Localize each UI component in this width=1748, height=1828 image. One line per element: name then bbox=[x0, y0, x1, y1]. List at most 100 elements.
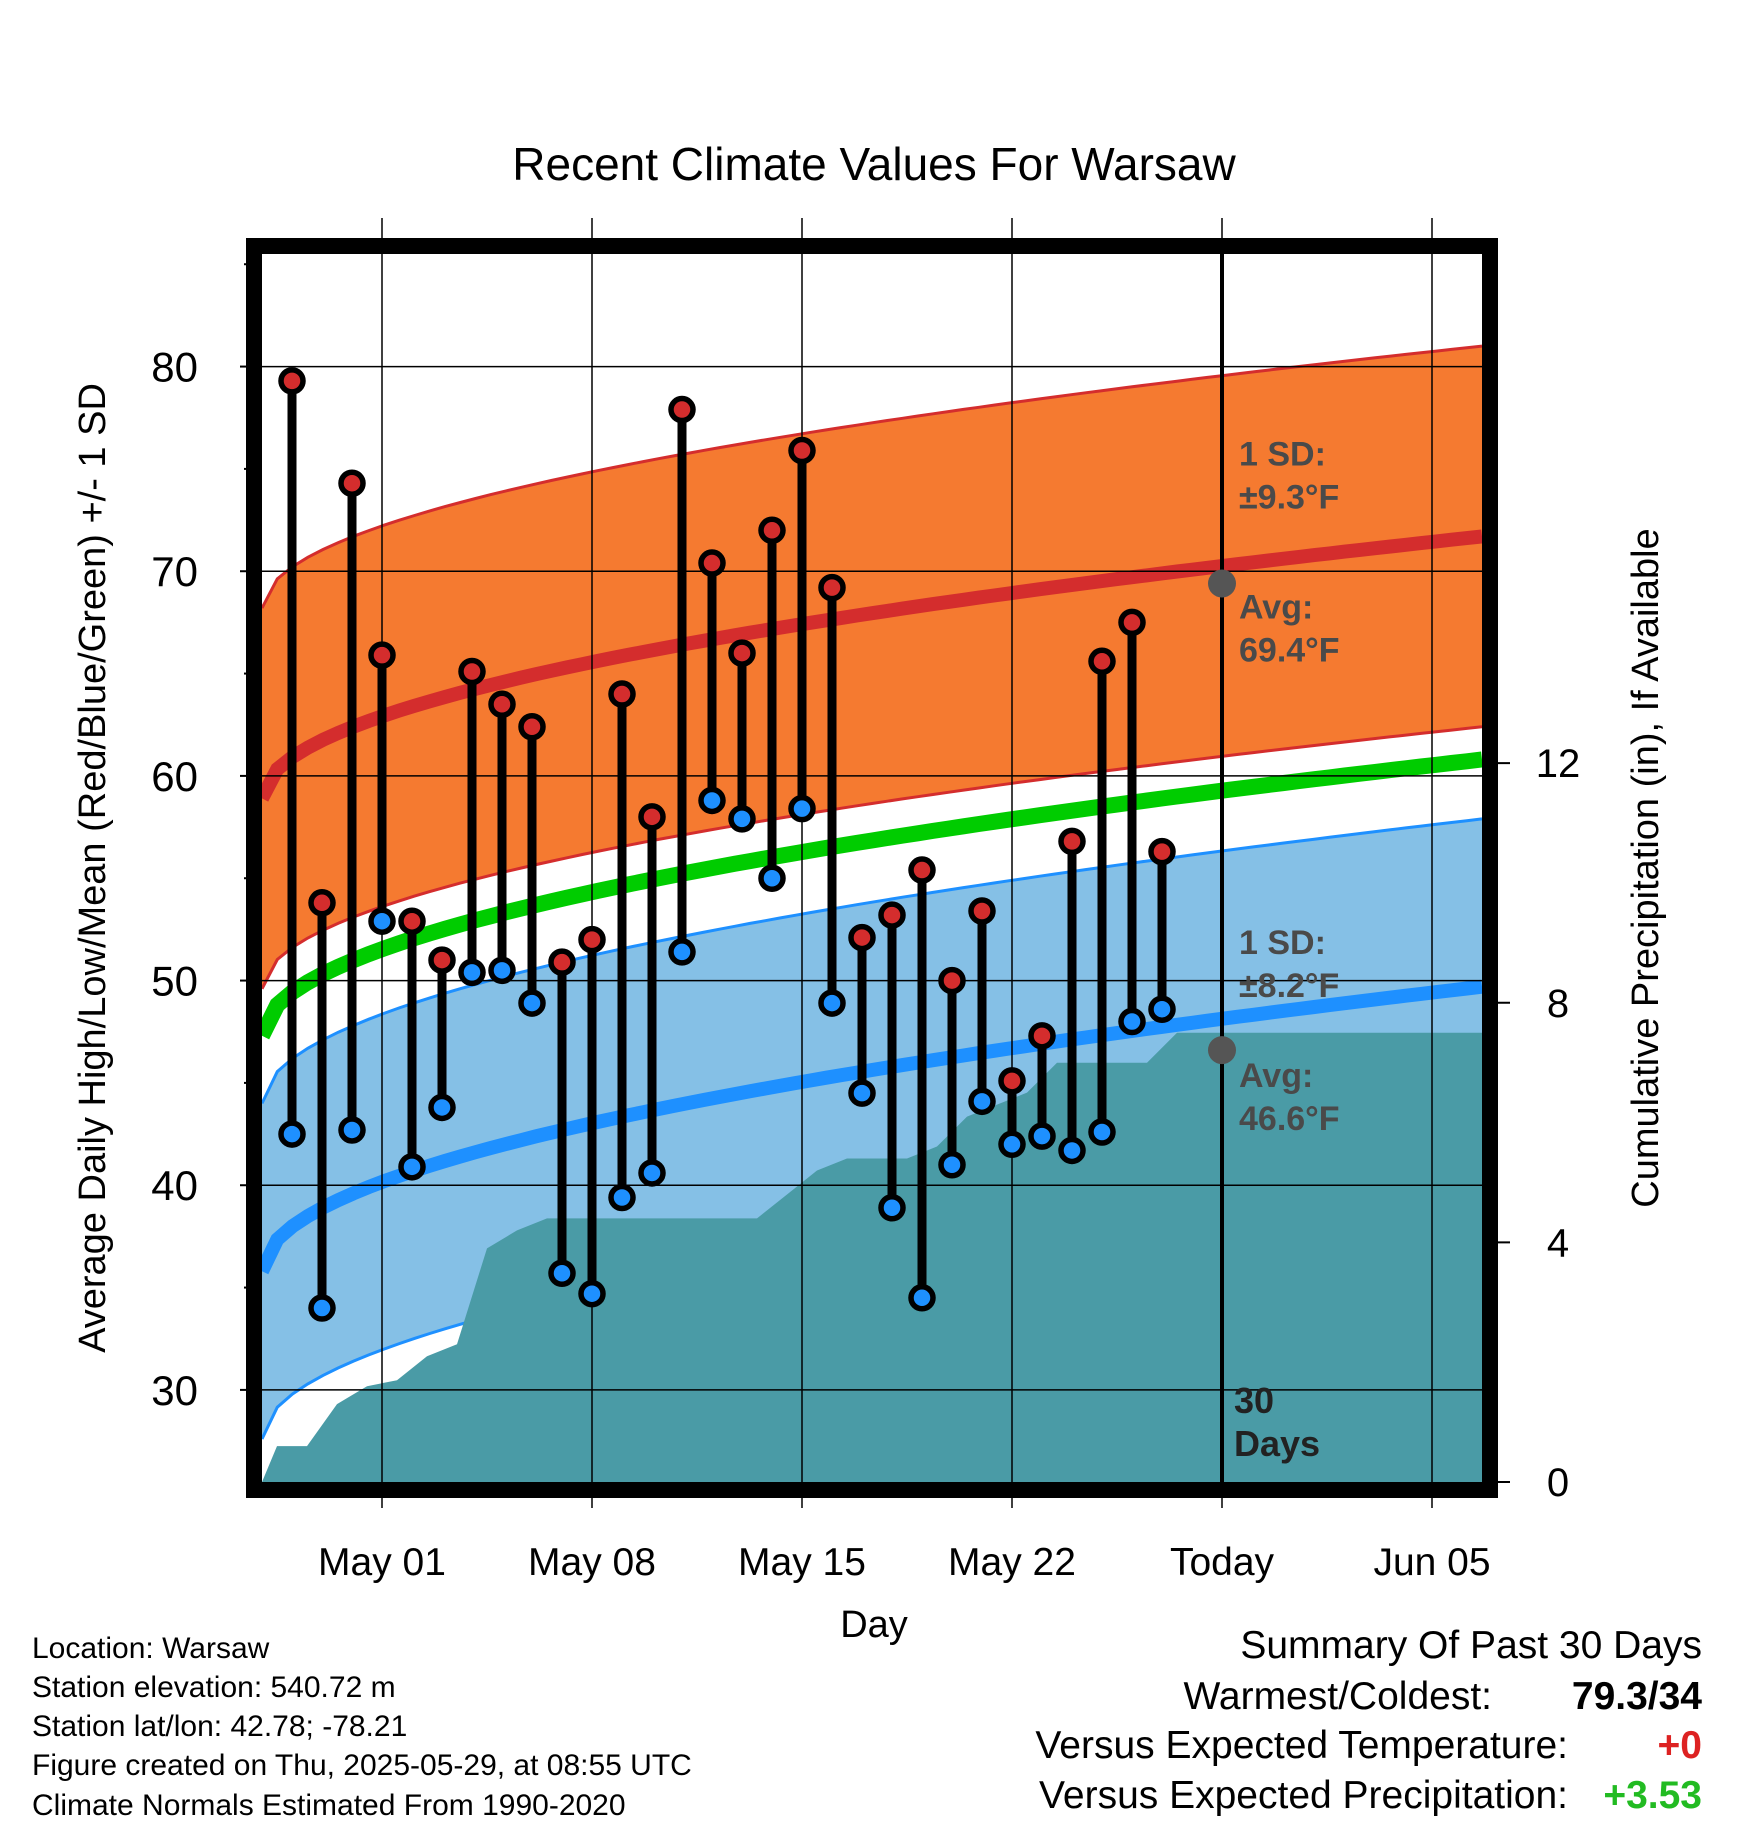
today-avg-marker bbox=[1208, 1036, 1236, 1065]
daily-high-point bbox=[1148, 837, 1176, 866]
normal-low-band-upper-edge bbox=[262, 817, 1482, 1105]
daily-high-point bbox=[308, 889, 336, 917]
summary-precip-value: +3.53 bbox=[1603, 1774, 1702, 1817]
precip-area bbox=[262, 1032, 1482, 1482]
window-label: 30 bbox=[1234, 1380, 1274, 1421]
daily-low-point bbox=[428, 1093, 456, 1122]
daily-high-point bbox=[818, 573, 846, 602]
x-tick-label: May 01 bbox=[318, 1541, 446, 1584]
today-sd-label: 1 SD: bbox=[1239, 924, 1326, 962]
x-tick-label: May 22 bbox=[948, 1541, 1076, 1584]
info-created: Figure created on Thu, 2025-05-29, at 08… bbox=[32, 1749, 692, 1782]
axes: 30 40 50 60 70 80 0 4 8 12 May 01 May 08 May 15 May 2… bbox=[151, 263, 1581, 1584]
today-avg-label: Avg: bbox=[1239, 589, 1313, 627]
daily-high-point bbox=[398, 907, 426, 935]
y-tick-label: 40 bbox=[151, 1162, 198, 1209]
info-normals: Climate Normals Estimated From 1990-2020 bbox=[32, 1789, 626, 1822]
daily-high-point bbox=[458, 657, 486, 686]
daily-high-point bbox=[878, 901, 906, 929]
normal-high-band-lower-edge bbox=[262, 725, 1482, 990]
daily-high-point bbox=[518, 713, 546, 741]
x-tick-label: May 15 bbox=[738, 1541, 866, 1584]
y2-tick-label: 8 bbox=[1547, 982, 1569, 1026]
y-tick-label: 30 bbox=[151, 1367, 198, 1414]
daily-high-point bbox=[938, 966, 966, 995]
daily-high-point bbox=[1118, 608, 1146, 637]
daily-high-point bbox=[998, 1067, 1026, 1095]
normal-high-line bbox=[262, 529, 1482, 802]
daily-low-point bbox=[848, 1079, 876, 1107]
y2-axis-label: Cumulative Precipitation (in), If Availa… bbox=[1625, 528, 1667, 1207]
daily-low-point bbox=[668, 938, 696, 966]
daily-low-point bbox=[608, 1183, 636, 1212]
y-tick-label: 60 bbox=[151, 753, 198, 800]
daily-high-point bbox=[488, 690, 516, 719]
daily-high-point bbox=[1058, 827, 1086, 856]
x-tick-label: May 08 bbox=[528, 1541, 656, 1584]
today-sd-value: ±9.3°F bbox=[1239, 479, 1339, 517]
daily-high-point bbox=[1088, 647, 1116, 676]
daily-high-point bbox=[368, 641, 396, 669]
daily-low-point bbox=[758, 864, 786, 892]
daily-low-point bbox=[908, 1284, 936, 1312]
daily-low-point bbox=[938, 1151, 966, 1179]
daily-low-point bbox=[968, 1087, 996, 1116]
daily-low-point bbox=[698, 786, 726, 815]
daily-high-point bbox=[548, 948, 576, 976]
daily-high-point bbox=[278, 367, 306, 395]
info-elevation: Station elevation: 540.72 m bbox=[32, 1671, 396, 1704]
daily-low-point bbox=[788, 794, 816, 823]
daily-low-point bbox=[728, 805, 756, 833]
plot-frame bbox=[246, 238, 1498, 1498]
daily-high-point bbox=[638, 803, 666, 831]
daily-low-point bbox=[1148, 995, 1176, 1023]
daily-high-point bbox=[1028, 1022, 1056, 1050]
daily-high-point bbox=[608, 680, 636, 708]
summary-temp-label: Versus Expected Temperature: bbox=[1035, 1724, 1568, 1767]
daily-low-point bbox=[1088, 1118, 1116, 1146]
daily-low-point bbox=[458, 958, 486, 987]
daily-high-point bbox=[338, 469, 366, 497]
daily-high-point bbox=[908, 856, 936, 884]
today-avg-value: 46.6°F bbox=[1239, 1100, 1340, 1138]
daily-high-point bbox=[788, 436, 816, 465]
normal-mean-line bbox=[262, 751, 1482, 1040]
daily-low-point bbox=[488, 956, 516, 985]
normal-high-band bbox=[262, 346, 1482, 989]
daily-low-point bbox=[548, 1259, 576, 1287]
y2-tick-label: 12 bbox=[1536, 742, 1581, 786]
daily-low-point bbox=[1028, 1122, 1056, 1150]
daily-high-point bbox=[848, 923, 876, 952]
info-latlon: Station lat/lon: 42.78; -78.21 bbox=[32, 1710, 408, 1743]
window-label-days: Days bbox=[1234, 1423, 1320, 1464]
summary-title: Summary Of Past 30 Days bbox=[1240, 1624, 1702, 1667]
daily-high-point bbox=[728, 639, 756, 667]
daily-low-point bbox=[578, 1279, 606, 1308]
daily-high-point bbox=[428, 946, 456, 974]
today-sd-label: 1 SD: bbox=[1239, 436, 1326, 474]
daily-low-point bbox=[638, 1159, 666, 1187]
today-avg-marker bbox=[1208, 569, 1236, 598]
y-axis-label: Average Daily High/Low/Mean (Red/Blue/Gr… bbox=[72, 383, 114, 1353]
summary-precip-label: Versus Expected Precipitation: bbox=[1039, 1774, 1568, 1817]
normal-low-line bbox=[262, 979, 1482, 1275]
info-location: Location: Warsaw bbox=[32, 1632, 270, 1665]
daily-low-point bbox=[518, 989, 546, 1017]
summary-warmest-coldest-label: Warmest/Coldest: bbox=[1183, 1675, 1492, 1718]
today-avg-label: Avg: bbox=[1239, 1057, 1313, 1095]
daily-low-point bbox=[308, 1294, 336, 1322]
y2-tick-label: 0 bbox=[1547, 1461, 1569, 1505]
daily-high-point bbox=[668, 395, 696, 424]
daily-low-point bbox=[368, 907, 396, 935]
summary-warmest-coldest-value: 79.3/34 bbox=[1571, 1675, 1702, 1718]
today-avg-value: 69.4°F bbox=[1239, 632, 1340, 670]
y2-tick-label: 4 bbox=[1547, 1221, 1569, 1265]
y-tick-label: 70 bbox=[151, 548, 198, 595]
today-sd-value: ±8.2°F bbox=[1239, 967, 1339, 1005]
daily-low-point bbox=[878, 1193, 906, 1222]
x-axis-label: Day bbox=[840, 1604, 908, 1646]
daily-high-point bbox=[578, 925, 606, 954]
daily-low-point bbox=[278, 1120, 306, 1148]
